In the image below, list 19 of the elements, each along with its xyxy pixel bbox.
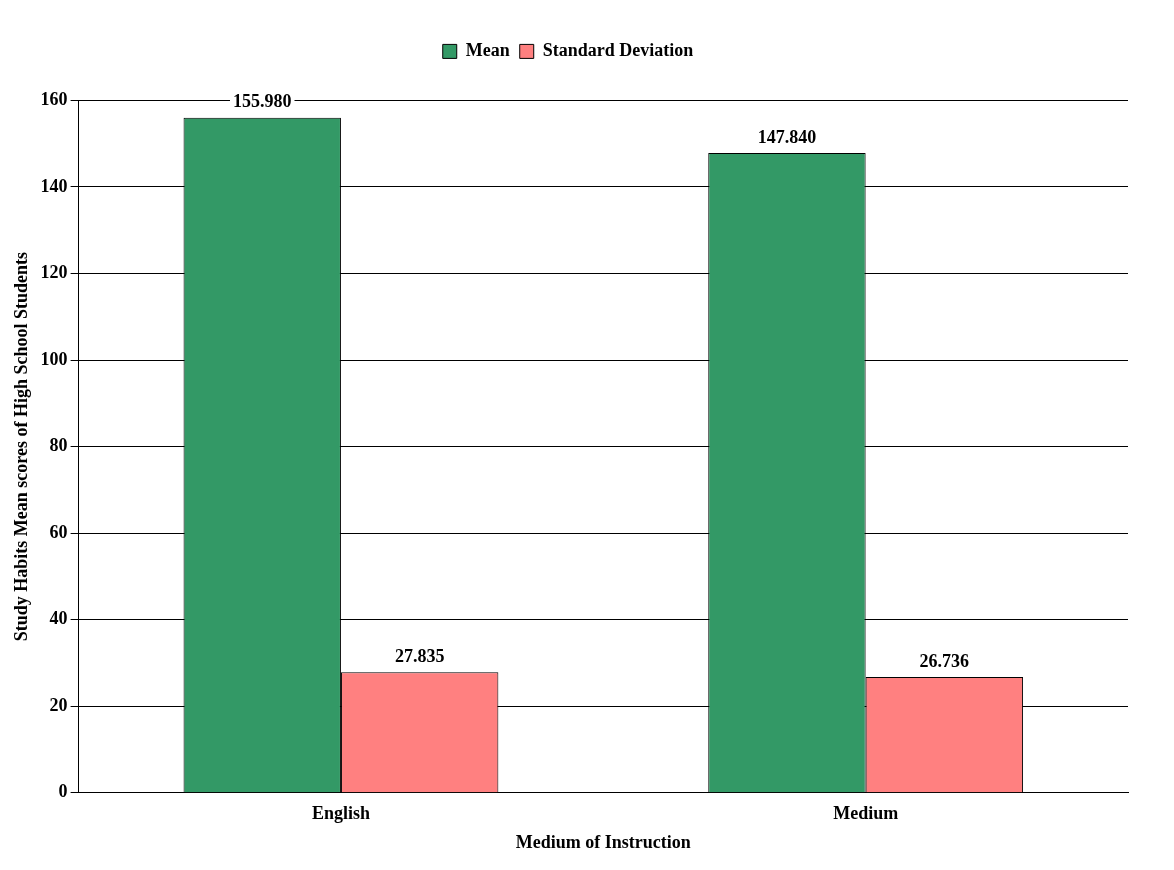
y-tick-label: 80 xyxy=(49,435,68,456)
data-label: 26.736 xyxy=(919,650,970,671)
y-axis-title: Study Habits Mean scores of High School Students xyxy=(11,251,32,642)
y-tick-label: 140 xyxy=(40,175,68,196)
x-axis-title: Medium of Instruction xyxy=(515,831,691,852)
y-tick-label: 160 xyxy=(40,89,68,110)
y-tick-label: 40 xyxy=(49,608,68,629)
legend-label: Mean xyxy=(465,40,510,61)
legend-label: Standard Deviation xyxy=(542,40,694,61)
x-tick-label: Medium xyxy=(833,803,899,824)
x-tick-label: English xyxy=(311,803,370,824)
y-tick-label: 100 xyxy=(40,348,68,369)
data-label: 147.840 xyxy=(757,126,817,147)
y-tick-label: 60 xyxy=(49,521,68,542)
data-label: 27.835 xyxy=(394,646,445,666)
y-tick-label: 120 xyxy=(40,262,68,283)
y-tick-label: 0 xyxy=(58,781,68,802)
y-tick-label: 20 xyxy=(49,694,68,715)
data-label: 155.980 xyxy=(232,91,292,112)
